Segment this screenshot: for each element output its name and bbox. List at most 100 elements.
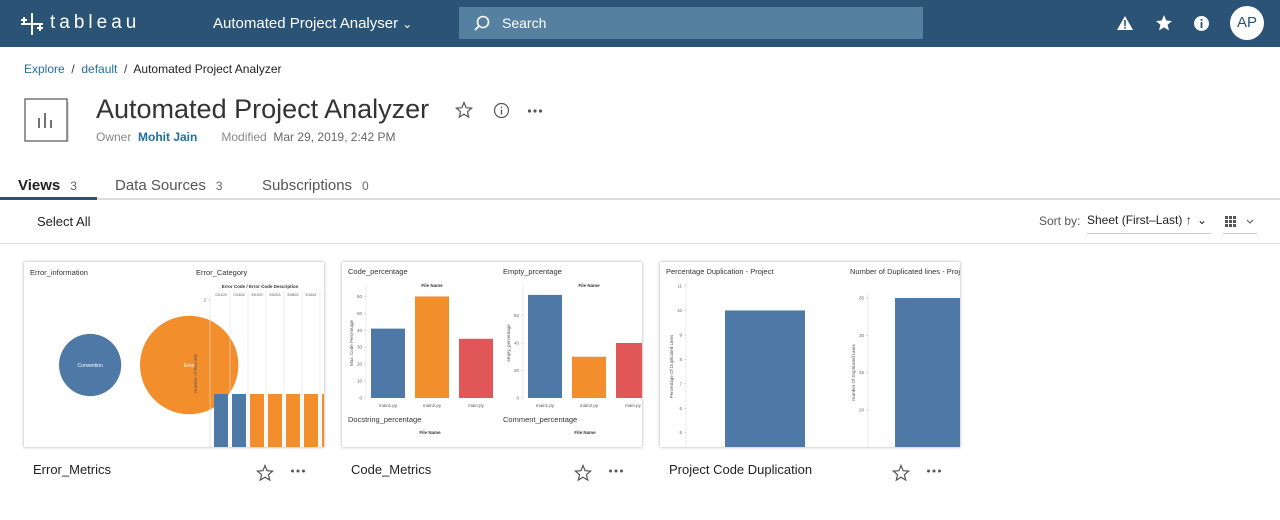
- tab-label: Data Sources: [115, 177, 206, 194]
- favorite-star[interactable]: [455, 101, 473, 119]
- sort-dropdown[interactable]: Sheet (First–Last) ↑ ⌄: [1087, 213, 1211, 234]
- top-bar: tableau Automated Project Analyser ⌄ Sea…: [0, 0, 1280, 47]
- view-thumbnail[interactable]: Code_percentage File Name 0 10 20 30 40 50 60 Max…: [342, 262, 642, 447]
- thumbnail-chart: Error_information Convention Error Error_Ca…: [30, 268, 324, 447]
- tab-count: 3: [70, 179, 77, 193]
- alert-icon[interactable]: [1116, 15, 1134, 31]
- y-tick-label: 60: [514, 313, 520, 318]
- view-more-actions[interactable]: [926, 468, 942, 474]
- y-tick-label: 7: [679, 381, 682, 386]
- tab-label: Views: [18, 177, 61, 194]
- y-axis-label: empty_percentage: [506, 324, 511, 362]
- tab-count: 3: [215, 179, 223, 193]
- avatar[interactable]: AP: [1230, 6, 1264, 40]
- dot: [932, 469, 936, 473]
- view-mode-dropdown[interactable]: [1223, 213, 1257, 234]
- bar: [214, 394, 228, 447]
- y-tick-label: 30: [357, 345, 363, 350]
- dot: [614, 469, 618, 473]
- more-actions[interactable]: [527, 108, 543, 114]
- breadcrumb: Explore / default / Automated Project An…: [24, 62, 282, 76]
- breadcrumb-link[interactable]: Explore: [24, 62, 65, 76]
- tab[interactable]: Data Sources 3: [115, 177, 223, 194]
- thumbnail-chart: Percentage Duplication - Project 5 6 7 8 9 10 1…: [666, 267, 960, 447]
- panel-header: File Name: [421, 283, 443, 288]
- logo-icon: [21, 13, 43, 35]
- active-tab-indicator: [0, 197, 97, 200]
- bar: [895, 298, 960, 447]
- category-label: E0203: [270, 293, 281, 297]
- tab-divider: [0, 198, 1280, 200]
- grid-icon: [1225, 216, 1254, 227]
- category-label: main1.py: [379, 403, 398, 408]
- select-all[interactable]: Select All: [37, 214, 91, 229]
- search-icon: [474, 15, 490, 31]
- y-tick-label: 40: [514, 341, 520, 346]
- dot: [302, 469, 305, 473]
- view-name[interactable]: Project Code Duplication: [669, 462, 813, 477]
- owner-label: Owner: [96, 130, 132, 144]
- panel-header: File Name: [419, 430, 441, 435]
- panel-header: File Name: [578, 283, 600, 288]
- view-more-actions[interactable]: [290, 468, 306, 474]
- bubble-label: Convention: [77, 363, 103, 369]
- y-tick-label: 35: [859, 296, 865, 301]
- bubble: [140, 315, 239, 415]
- category-label: E1002: [306, 293, 317, 297]
- modified-date: Mar 29, 2019, 2:42 PM: [273, 130, 396, 144]
- view-thumbnail[interactable]: Error_information Convention Error Error_Ca…: [24, 262, 324, 447]
- search-box[interactable]: Search: [459, 7, 923, 39]
- help-icon[interactable]: [1193, 15, 1210, 32]
- y-tick-label: 20: [514, 368, 520, 373]
- bubble-label: Error: [184, 363, 195, 369]
- modified-label: Modified: [221, 130, 267, 144]
- bubble: [59, 333, 122, 397]
- thumbnail-chart: Code_percentage File Name 0 10 20 30 40 50 60 Max…: [348, 267, 642, 435]
- panel-header: Error Code / Error Code Description: [222, 284, 299, 289]
- y-tick-label: 2: [203, 298, 206, 303]
- category-label: C0304: [233, 293, 244, 297]
- y-tick-label: 40: [357, 328, 363, 333]
- dot: [938, 469, 941, 473]
- dot: [620, 469, 623, 473]
- view-name[interactable]: Error_Metrics: [33, 462, 112, 477]
- owner-link[interactable]: Mohit Jain: [138, 130, 198, 144]
- workbook-menu[interactable]: Automated Project Analyser ⌄: [213, 15, 413, 32]
- y-tick-label: 5: [679, 430, 682, 435]
- y-tick-label: 25: [859, 370, 865, 375]
- toolbar-divider: [0, 243, 1280, 244]
- category-label: E0603: [288, 293, 299, 297]
- category-label: main2.py: [423, 403, 442, 408]
- workbook-name: Automated Project Analyser: [213, 15, 399, 32]
- panel-title: Error_Category: [196, 268, 248, 277]
- dot: [927, 469, 930, 473]
- tab[interactable]: Views 3: [18, 177, 77, 194]
- panel-title: Docstring_percentage: [348, 415, 421, 424]
- bar: [572, 356, 606, 398]
- y-axis-label: Number Of Duplicated Lines: [851, 343, 856, 400]
- y-tick-label: 60: [357, 294, 363, 299]
- y-tick-label: 20: [357, 362, 363, 367]
- favorites-icon[interactable]: [1155, 14, 1173, 32]
- brand[interactable]: tableau: [50, 12, 141, 33]
- dot: [291, 469, 294, 473]
- bar: [725, 310, 805, 447]
- bar: [250, 394, 264, 447]
- view-favorite[interactable]: [256, 464, 274, 482]
- view-favorite[interactable]: [892, 464, 910, 482]
- y-axis-label: Max. Code Percentage: [349, 319, 354, 366]
- view-name[interactable]: Code_Metrics: [351, 462, 432, 477]
- category-label: main2.py: [580, 403, 599, 408]
- view-thumbnail[interactable]: Percentage Duplication - Project 5 6 7 8 9 10 1…: [660, 262, 960, 447]
- view-more-actions[interactable]: [608, 468, 624, 474]
- info-icon[interactable]: [493, 102, 510, 119]
- tab[interactable]: Subscriptions 0: [262, 177, 369, 194]
- y-tick-label: 30: [859, 333, 865, 338]
- workbook-title: Automated Project Analyzer: [96, 94, 430, 124]
- y-tick-label: 11: [677, 284, 682, 289]
- panel-title: Error_information: [30, 268, 88, 277]
- breadcrumb-link[interactable]: default: [81, 62, 118, 76]
- view-favorite[interactable]: [574, 464, 592, 482]
- bar: [304, 394, 318, 447]
